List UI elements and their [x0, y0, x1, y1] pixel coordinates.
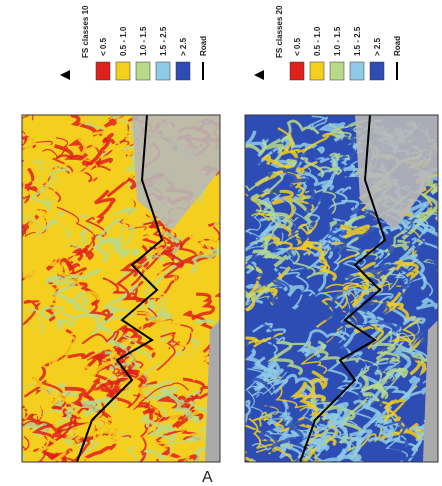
- legend-label: < 0.5: [293, 37, 302, 56]
- legend-swatch: [176, 62, 190, 80]
- legend-swatch: [290, 62, 304, 80]
- legend-label: Road: [393, 36, 402, 56]
- legend-swatch: [310, 62, 324, 80]
- figure: FS classes 10 < 0.5 0.5 - 1.0 1.0 - 1.5 1.5 …: [0, 0, 442, 486]
- terrain-stripe: [217, 460, 257, 486]
- legend-label: 0.5 - 1.0: [119, 26, 128, 56]
- legend-swatch: [350, 62, 364, 80]
- legend-swatch: [96, 62, 110, 80]
- terrain-stripe: [0, 160, 24, 188]
- north-arrow: [254, 70, 264, 80]
- legend-label: 0.5 - 1.0: [313, 26, 322, 56]
- legend-label: 1.5 - 2.5: [353, 26, 362, 56]
- legend-label: > 2.5: [373, 37, 382, 56]
- legend-title: FS classes 10: [81, 5, 90, 58]
- terrain-stripe: [217, 348, 247, 369]
- terrain-stripe: [0, 440, 22, 470]
- legend-swatch: [136, 62, 150, 80]
- legend-label: 1.0 - 1.5: [139, 26, 148, 56]
- terrain-stripe: [224, 300, 246, 319]
- panel-label: A: [202, 469, 213, 486]
- legend-swatch: [116, 62, 130, 80]
- legend-label: < 0.5: [99, 37, 108, 56]
- terrain-stripe: [142, 459, 168, 486]
- terrain-stripe: [233, 214, 246, 234]
- terrain-stripe: [220, 305, 249, 325]
- legend-swatch: [156, 62, 170, 80]
- legend-label: > 2.5: [179, 37, 188, 56]
- legend-label: 1.5 - 2.5: [159, 26, 168, 56]
- north-arrow: [60, 70, 70, 80]
- legend-title: FS classes 20: [275, 5, 284, 58]
- terrain-stripe: [235, 461, 275, 477]
- terrain-stripe: [0, 455, 25, 477]
- legend-label: Road: [199, 36, 208, 56]
- map: [0, 107, 267, 486]
- legend-swatch: [370, 62, 384, 80]
- terrain-stripe: [217, 274, 246, 309]
- legend-label: 1.0 - 1.5: [333, 26, 342, 56]
- map: [204, 114, 442, 486]
- legend-swatch: [330, 62, 344, 80]
